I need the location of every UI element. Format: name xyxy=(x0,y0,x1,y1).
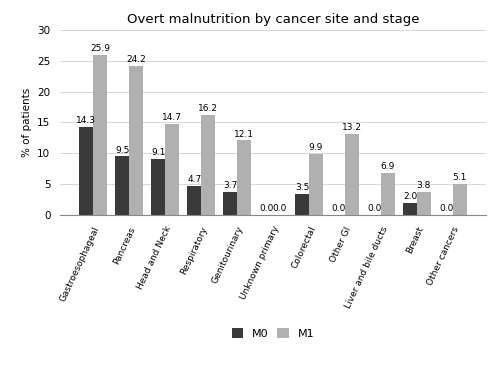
Bar xyxy=(417,192,431,215)
Text: 14.7: 14.7 xyxy=(162,114,182,122)
Text: 13.2: 13.2 xyxy=(342,123,362,132)
Bar xyxy=(223,192,237,215)
Text: 9.9: 9.9 xyxy=(309,143,323,152)
Text: 0.0: 0.0 xyxy=(331,204,345,213)
Bar xyxy=(93,55,107,215)
Text: 3.7: 3.7 xyxy=(223,181,237,190)
Text: 16.2: 16.2 xyxy=(198,104,218,113)
Text: 0.0: 0.0 xyxy=(259,204,274,213)
Text: 3.8: 3.8 xyxy=(417,181,431,190)
Text: 3.5: 3.5 xyxy=(295,183,310,192)
Bar xyxy=(345,134,359,215)
Bar xyxy=(201,115,215,215)
Bar xyxy=(115,157,129,215)
Bar xyxy=(187,186,201,215)
Bar xyxy=(381,173,395,215)
Text: 14.3: 14.3 xyxy=(76,116,96,125)
Text: 25.9: 25.9 xyxy=(90,44,110,53)
Bar xyxy=(129,66,143,215)
Text: 12.1: 12.1 xyxy=(234,129,254,138)
Bar xyxy=(151,159,165,215)
Text: 24.2: 24.2 xyxy=(126,55,146,64)
Text: 0.0: 0.0 xyxy=(367,204,381,213)
Bar xyxy=(453,184,466,215)
Text: 0.0: 0.0 xyxy=(439,204,453,213)
Title: Overt malnutrition by cancer site and stage: Overt malnutrition by cancer site and st… xyxy=(127,13,419,26)
Text: 6.9: 6.9 xyxy=(381,162,395,171)
Bar xyxy=(80,127,93,215)
Text: 9.1: 9.1 xyxy=(151,148,165,157)
Text: 4.7: 4.7 xyxy=(187,175,201,184)
Y-axis label: % of patients: % of patients xyxy=(22,88,32,157)
Bar xyxy=(296,194,309,215)
Bar xyxy=(165,124,179,215)
Bar xyxy=(309,154,323,215)
Legend: M0, M1: M0, M1 xyxy=(227,324,319,343)
Text: 0.0: 0.0 xyxy=(273,204,287,213)
Bar xyxy=(403,203,417,215)
Text: 5.1: 5.1 xyxy=(452,173,467,182)
Text: 2.0: 2.0 xyxy=(403,192,417,201)
Text: 9.5: 9.5 xyxy=(115,145,129,155)
Bar xyxy=(237,140,250,215)
